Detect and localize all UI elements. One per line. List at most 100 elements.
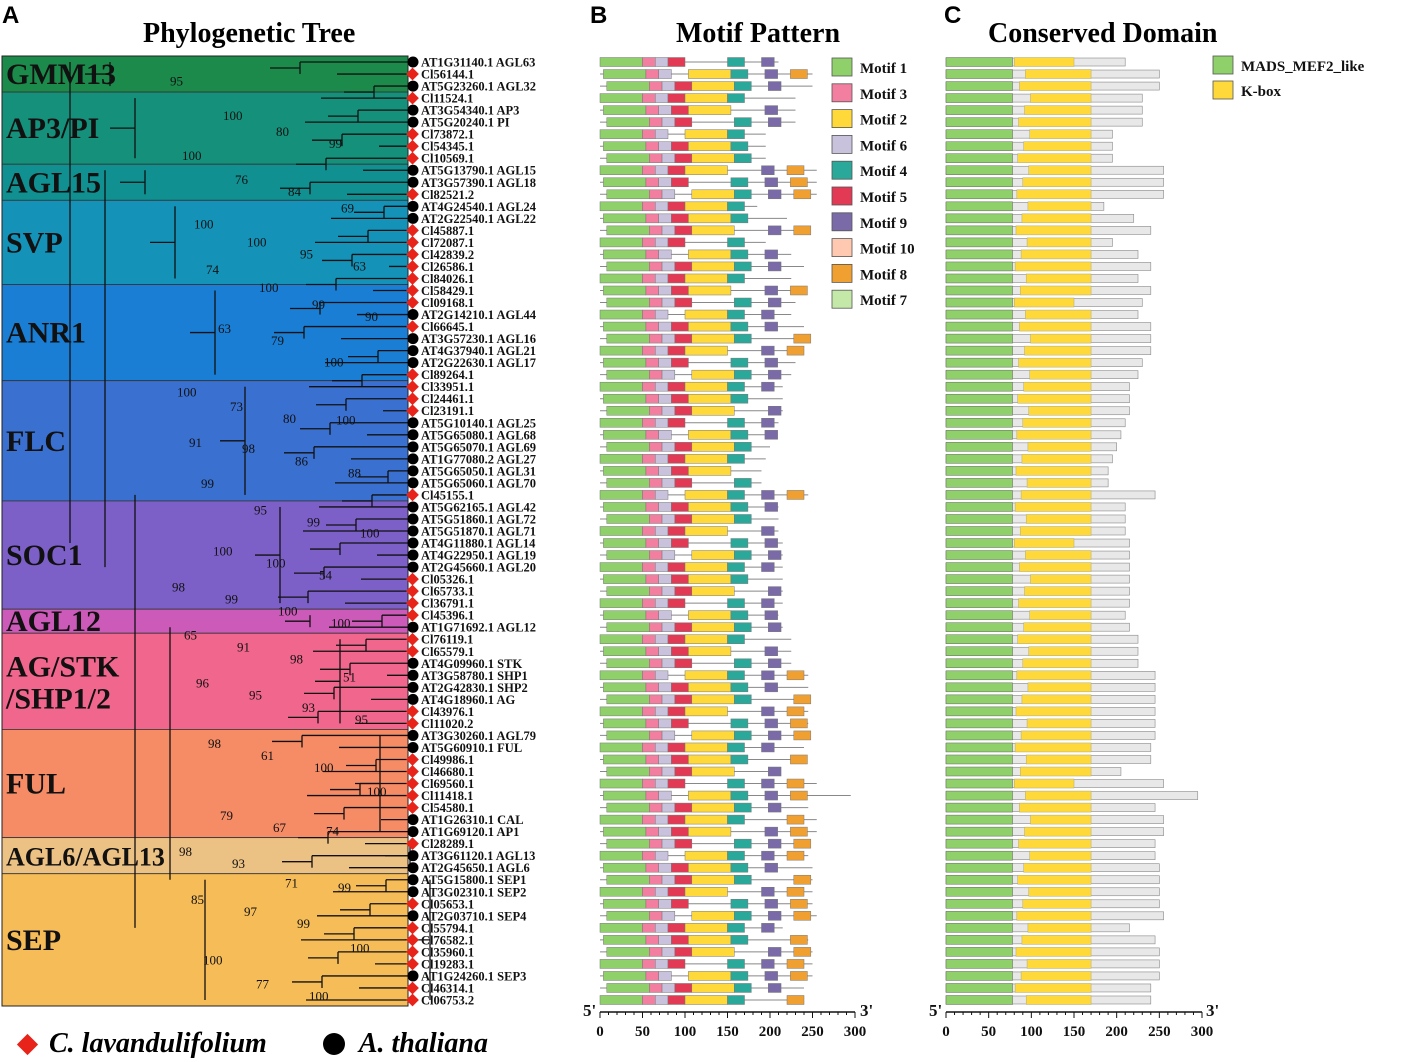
motif-block (661, 297, 676, 308)
motif-block (768, 658, 782, 669)
motif-block (606, 225, 650, 236)
mads-domain (945, 718, 1013, 729)
motif-block (674, 586, 693, 596)
axis-tick-label: 250 (1148, 1024, 1171, 1040)
motif-block (764, 682, 778, 693)
mads-domain (945, 249, 1013, 260)
motif-block (674, 478, 693, 488)
motif-block (642, 57, 656, 67)
motif-block (691, 622, 735, 632)
motif-block (674, 874, 693, 885)
motif-block (667, 165, 686, 175)
motif-block (768, 838, 782, 849)
motif-block (655, 778, 669, 789)
motif-block (606, 874, 650, 885)
motif-block (599, 850, 643, 861)
motif-legend-label: Motif 4 (860, 164, 908, 180)
mads-domain (945, 141, 1013, 151)
motif-block (727, 995, 745, 1005)
motif-block (661, 189, 676, 200)
gene-label: Cl69560.1 (421, 777, 474, 791)
clade-label: /SHP1/2 (5, 682, 111, 715)
clade-label: AGL12 (6, 605, 101, 638)
motif-block (734, 514, 752, 524)
motif-block (688, 393, 732, 404)
motif-block (691, 261, 735, 272)
motif-block (786, 995, 805, 1005)
motif-block (603, 393, 647, 404)
kbox-domain (1028, 165, 1092, 175)
motif-block (671, 826, 689, 837)
black-circle-icon (407, 333, 419, 345)
red-diamond-icon (406, 392, 419, 406)
motif-legend: Motif 1 Motif 3 Motif 2 Motif 6 Motif 4 Motif… (831, 57, 915, 309)
black-circle-icon (407, 212, 419, 224)
mads-domain (945, 838, 1013, 849)
motif-block (730, 610, 749, 620)
motif-block (603, 646, 647, 657)
motif-block (688, 610, 732, 620)
motif-block (688, 213, 732, 224)
motif-block (684, 201, 728, 212)
motif-block (603, 177, 647, 188)
black-circle-icon (407, 814, 419, 826)
motif-block (761, 887, 775, 897)
motif-block (667, 562, 686, 572)
motif-block (688, 935, 732, 945)
motif-block (674, 442, 693, 452)
domain-swatch (1212, 55, 1234, 75)
gene-label: AT5G20240.1 PI (421, 116, 510, 130)
gene-label: AT3G57230.1 AGL16 (421, 332, 536, 346)
motif-block (764, 357, 778, 368)
motif-block (691, 947, 735, 957)
motif-block (661, 586, 676, 596)
motif-block (667, 959, 686, 969)
gene-label: Cl76119.1 (421, 633, 473, 647)
motif-block (674, 983, 693, 993)
motif-block (671, 682, 689, 693)
gene-label: AT2G45660.1 AGL20 (421, 561, 536, 575)
gene-label: AT4G09960.1 STK (421, 657, 522, 671)
motif-block (658, 177, 672, 188)
five-prime-label: 5' (929, 1001, 942, 1020)
motif-block (764, 249, 778, 260)
motif-block (655, 57, 669, 67)
gene-label: Cl84026.1 (421, 272, 474, 286)
motif-block (655, 93, 669, 103)
motif-block (645, 393, 659, 404)
motif-block (642, 598, 656, 608)
motif-block (688, 826, 732, 837)
black-circle-icon (407, 621, 419, 633)
motif-block (790, 790, 808, 801)
motif-block (730, 682, 749, 693)
gene-label: Cl65579.1 (421, 645, 474, 659)
kbox-domain (1023, 381, 1092, 392)
motif-block (727, 923, 745, 933)
gene-label: AT3G61120.1 AGL13 (421, 849, 535, 863)
motif-block (658, 574, 672, 584)
motif-block (599, 959, 643, 969)
bootstrap-value: 91 (237, 640, 250, 655)
motif-block (645, 718, 659, 729)
motif-block (790, 826, 808, 837)
motif-block (642, 995, 656, 1005)
motif-block (649, 874, 663, 885)
mads-domain (945, 273, 1013, 284)
mads-domain (945, 369, 1013, 380)
motif-block (603, 466, 647, 476)
motif-block (606, 730, 650, 741)
motif-block (603, 213, 647, 224)
mads-domain (945, 538, 1013, 548)
motif-block (793, 225, 812, 236)
bootstrap-value: 95 (355, 712, 368, 727)
motif-block (606, 622, 650, 632)
motif-block (658, 682, 672, 693)
motif-block (642, 562, 656, 572)
kbox-domain (1024, 586, 1092, 596)
motif-block (599, 273, 643, 284)
motif-block (661, 766, 676, 777)
motif-block (730, 177, 749, 188)
motif-block (603, 285, 647, 296)
motif-block (691, 81, 735, 91)
bootstrap-value: 100 (336, 412, 356, 427)
